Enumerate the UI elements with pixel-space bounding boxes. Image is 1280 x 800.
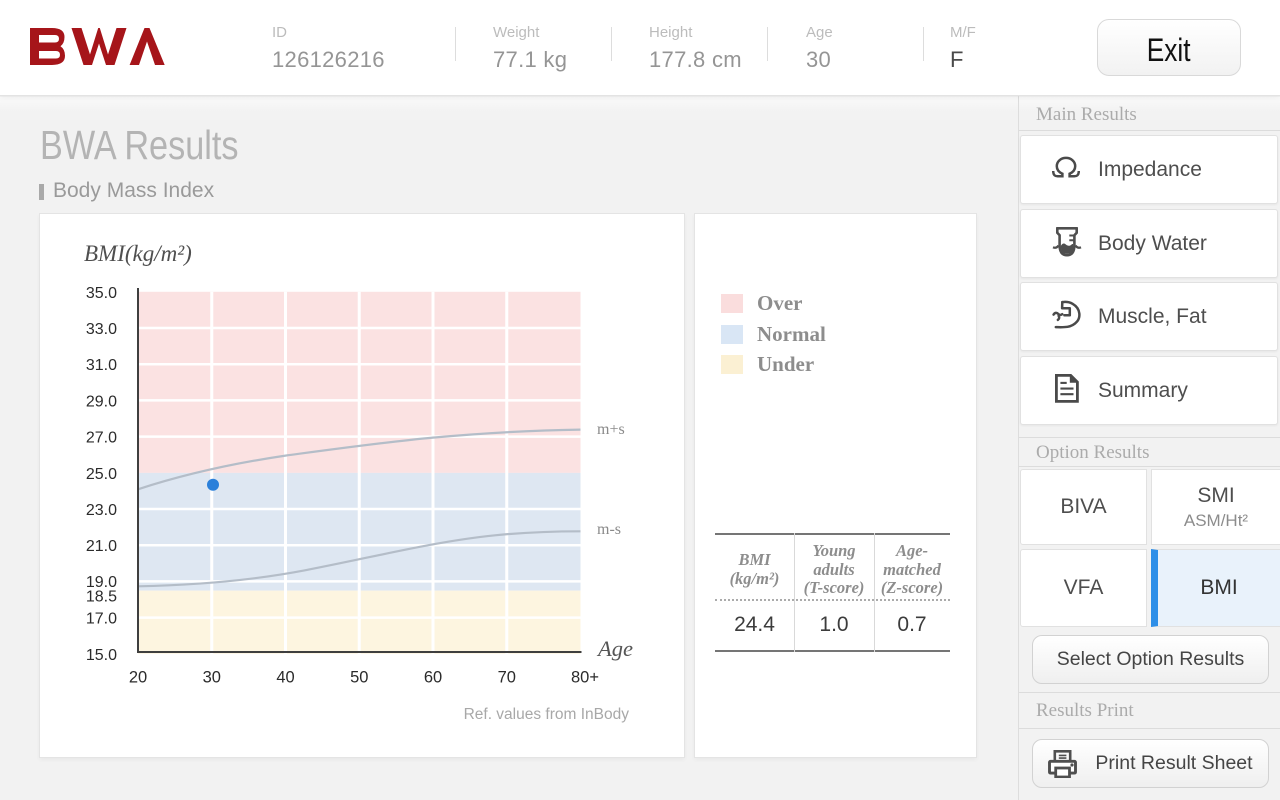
svg-text:31.0: 31.0 (86, 357, 117, 374)
svg-text:29.0: 29.0 (86, 393, 117, 410)
svg-text:19.0: 19.0 (86, 574, 117, 591)
svg-text:21.0: 21.0 (86, 538, 117, 555)
svg-text:18.5: 18.5 (86, 588, 117, 605)
svg-text:40: 40 (276, 669, 294, 687)
svg-text:23.0: 23.0 (86, 502, 117, 519)
svg-text:30: 30 (203, 669, 221, 687)
svg-text:27.0: 27.0 (86, 430, 117, 447)
svg-text:33.0: 33.0 (86, 321, 117, 338)
svg-text:70: 70 (498, 669, 516, 687)
svg-text:35.0: 35.0 (86, 285, 117, 302)
svg-text:15.0: 15.0 (86, 647, 117, 664)
svg-text:m+s: m+s (597, 421, 625, 438)
svg-text:17.0: 17.0 (86, 611, 117, 628)
svg-text:BMI(kg/m²): BMI(kg/m²) (84, 241, 192, 266)
svg-text:Ref. values from InBody: Ref. values from InBody (464, 706, 630, 723)
svg-text:20: 20 (129, 669, 147, 687)
svg-text:80+: 80+ (571, 669, 599, 687)
svg-text:m-s: m-s (597, 521, 621, 538)
svg-text:Age: Age (596, 636, 633, 661)
svg-text:25.0: 25.0 (86, 466, 117, 483)
svg-text:50: 50 (350, 669, 368, 687)
svg-text:60: 60 (424, 669, 442, 687)
